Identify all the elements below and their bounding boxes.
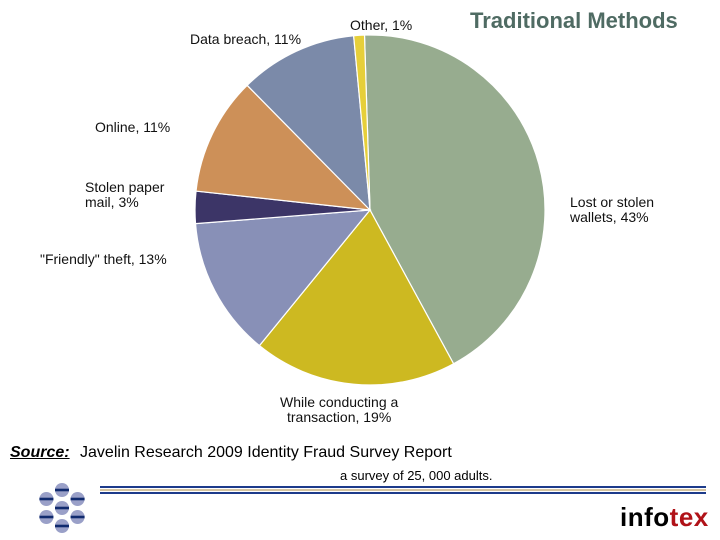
source-label: Source:: [10, 444, 70, 461]
slice-label: Other, 1%: [350, 18, 412, 33]
logo-dots: [24, 470, 100, 540]
logo-dots-svg: [24, 470, 100, 540]
infotex-tex: tex: [670, 502, 709, 532]
logo-dot: [71, 492, 85, 506]
logo-dot: [55, 501, 69, 515]
infotex-logo: infotex: [620, 502, 709, 533]
slice-label: Online, 11%: [95, 120, 170, 135]
survey-note: a survey of 25, 000 adults.: [340, 468, 492, 483]
footer-rule: [100, 486, 706, 492]
source-line: Source: Javelin Research 2009 Identity F…: [10, 444, 452, 462]
source-text: Javelin Research 2009 Identity Fraud Sur…: [80, 444, 452, 461]
logo-dot: [55, 519, 69, 533]
logo-dot: [39, 510, 53, 524]
slice-label: While conducting a transaction, 19%: [280, 395, 398, 426]
logo-dot: [39, 492, 53, 506]
logo-dot: [55, 483, 69, 497]
slice-label: Stolen paper mail, 3%: [85, 180, 164, 211]
logo-dot: [71, 510, 85, 524]
infotex-info: info: [620, 502, 670, 532]
slice-label: "Friendly" theft, 13%: [40, 252, 167, 267]
slice-label: Lost or stolen wallets, 43%: [570, 195, 654, 226]
slice-label: Data breach, 11%: [190, 32, 301, 47]
